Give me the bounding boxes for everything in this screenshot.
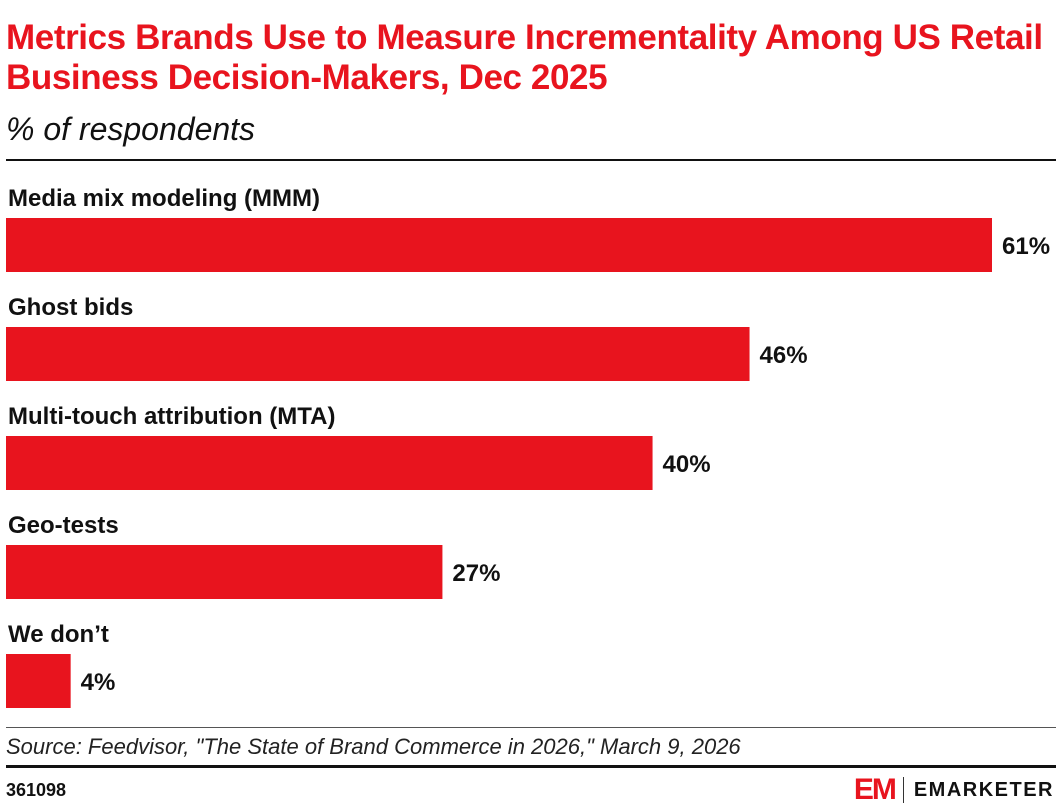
- chart-id: 361098: [6, 780, 67, 800]
- bottom-divider: [6, 765, 1056, 768]
- chart-subtitle: % of respondents: [6, 111, 256, 147]
- bar: [6, 436, 653, 490]
- bar-chart: Media mix modeling (MMM) 61% Ghost bids 46%…: [6, 185, 1050, 708]
- source-divider: [6, 727, 1056, 728]
- source-note: Source: Feedvisor, "The State of Brand C…: [6, 734, 741, 759]
- bar: [6, 327, 750, 381]
- logo-separator: [902, 777, 904, 803]
- category-label: Geo-tests: [8, 512, 119, 539]
- category-label: We don’t: [8, 621, 109, 648]
- value-label: 40%: [663, 451, 711, 478]
- category-label: Ghost bids: [8, 294, 133, 321]
- emarketer-logo: EM EMARKETER: [853, 773, 1054, 806]
- category-label: Multi-touch attribution (MTA): [8, 403, 335, 430]
- logo-mark: EM: [853, 773, 897, 806]
- value-label: 61%: [1002, 233, 1050, 260]
- value-label: 4%: [81, 669, 116, 696]
- bar: [6, 218, 992, 272]
- top-divider: [6, 159, 1056, 161]
- value-label: 46%: [760, 342, 808, 369]
- bar: [6, 654, 71, 708]
- logo-text: EMARKETER: [913, 778, 1054, 801]
- value-label: 27%: [452, 560, 500, 587]
- category-label: Media mix modeling (MMM): [8, 185, 320, 212]
- bar: [6, 545, 443, 599]
- chart-title: Metrics Brands Use to Measure Incrementa…: [6, 18, 1043, 97]
